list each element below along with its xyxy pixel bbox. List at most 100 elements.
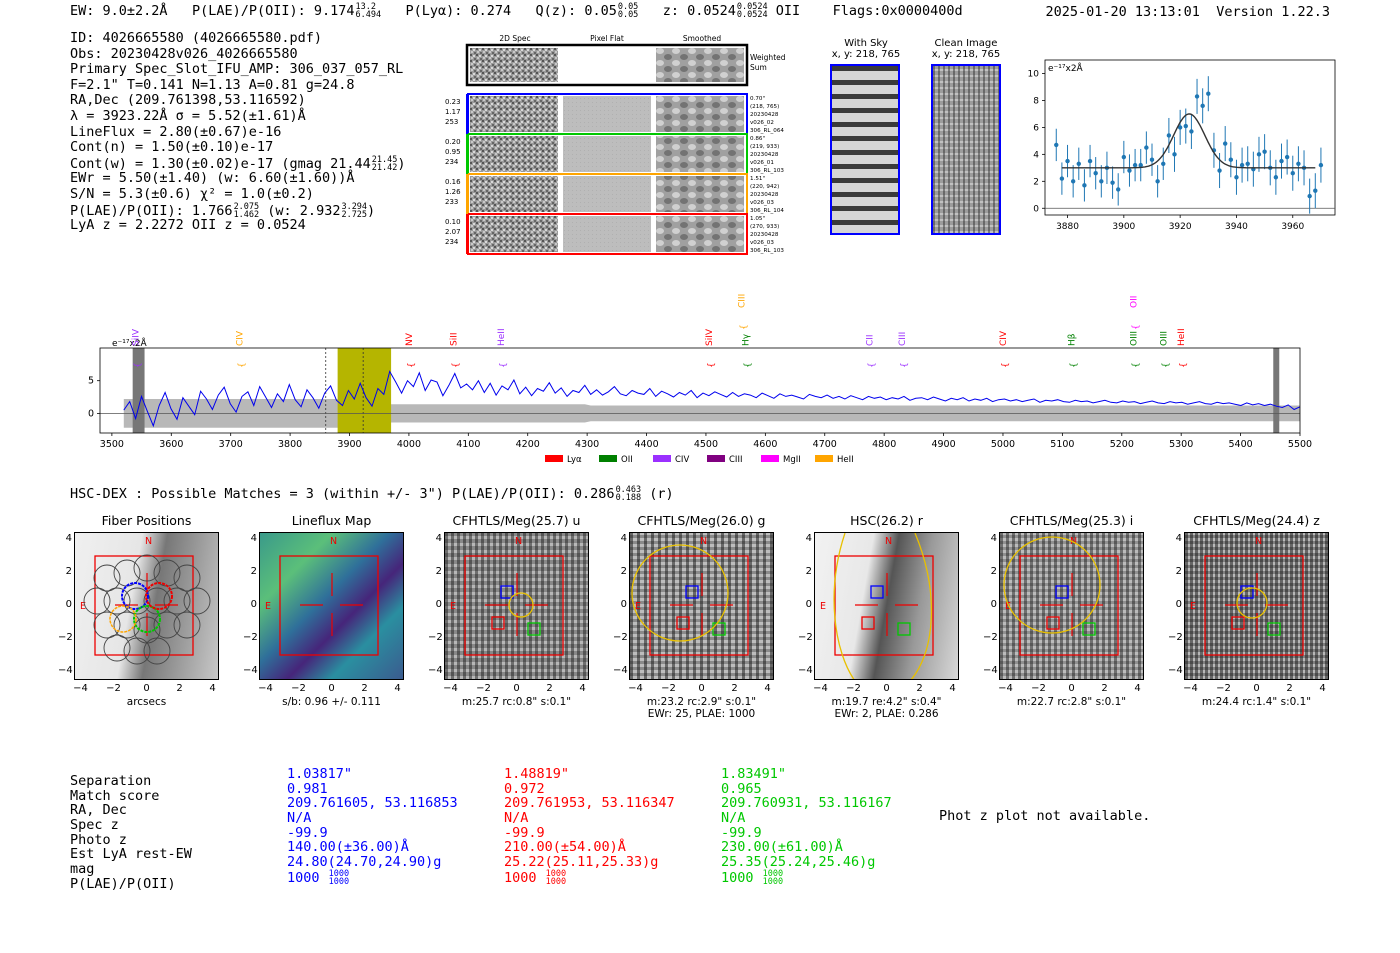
hsc-title: HSC-DEX : Possible Matches = 3 (within +… (70, 486, 615, 502)
match-box-red (676, 616, 690, 630)
compass-east: E (1005, 601, 1011, 612)
zoom-data-point (1166, 133, 1172, 138)
zoom-data-point (1144, 145, 1149, 150)
cutout-aperture-box (94, 555, 194, 656)
zoom-xtick-label: 3960 (1281, 222, 1304, 232)
header-plya: P(Lyα): 0.274 (405, 3, 512, 19)
hsc-band: (r) (649, 486, 674, 502)
stamp-right-text: 0.70" (750, 96, 765, 102)
cutout-ytick-label: −4 (1168, 665, 1183, 676)
zoom-ylabel: e⁻¹⁷x2Å (1048, 62, 1084, 74)
label-plae: P(LAE)/P(OII) (70, 875, 176, 892)
fiber-circle-red (145, 582, 173, 610)
match-box-red (861, 616, 875, 630)
spectrum-line-label: CIV (999, 330, 1009, 346)
with-sky-image (830, 64, 900, 235)
match2-ew: 210.00(±54.00)Å (504, 839, 626, 856)
info-plae-row: P(LAE)/P(OII): 1.766 2.075 1.462 (w: 2.932… (70, 202, 405, 219)
fiber-circle (133, 554, 161, 582)
cutout-title: CFHTLS/Meg(24.4) z (1193, 513, 1320, 528)
col-2d-label: 2D Spec (499, 34, 530, 43)
spectrum-xtick-label: 4600 (753, 439, 777, 450)
spectrum-line-label: SiII (449, 332, 459, 346)
cutout-xtick-label: 4 (1134, 683, 1141, 694)
stamp-smooth-1 (656, 136, 744, 172)
cutout-aperture-box (834, 555, 934, 656)
zoom-data-point (1177, 125, 1183, 130)
spectrum-line-brace: { (707, 362, 717, 368)
match3-score: 0.965 (721, 780, 762, 797)
stamp-flat-0 (563, 96, 651, 132)
spectrum-xtick-label: 5400 (1229, 439, 1253, 450)
match-labels: Separation Match score RA, Dec Spec z Ph… (70, 774, 192, 892)
zoom-data-point (1189, 129, 1194, 134)
spectrum-ylabel: e⁻¹⁷x2Å (112, 337, 148, 349)
header-plae: P(LAE)/P(OII): 9.174 (191, 3, 355, 19)
match2-sep: 1.48819" (504, 766, 570, 782)
match1-mag: 24.80(24.70,24.90)g (287, 854, 442, 871)
cutout-xtick-label: 2 (176, 683, 183, 694)
zoom-data-point (1290, 171, 1295, 176)
zoom-xtick-label: 3900 (1112, 222, 1135, 232)
cutout-aperture-box (464, 555, 564, 656)
cutout-ytick-label: 4 (620, 533, 627, 544)
zoom-data-point (1076, 161, 1081, 166)
spectrum-line-label: Hγ (742, 333, 752, 346)
cutout-caption-2: EWr: 25, PLAE: 1000 (647, 708, 756, 720)
cutout-xtick-label: 0 (143, 683, 150, 694)
spectrum-masked-region (132, 348, 145, 433)
hsc-lo: 0.188 (615, 493, 642, 503)
spec-stamps-svg: 2D Spec Pixel Flat Smoothed Weighted Sum… (445, 34, 786, 255)
zoom-ytick-label: 10 (1028, 69, 1040, 79)
zoom-data-point (1132, 162, 1138, 168)
match1-score: 0.981 (287, 780, 328, 797)
stamp-right-text: 0.86" (750, 136, 765, 142)
match-col-3: 1.83491" 0.965 209.760931, 53.116167 N/A… (721, 767, 892, 886)
stamp-smooth-0 (656, 96, 744, 132)
match1-sep: 1.03817" (287, 766, 353, 782)
zoom-data-point (1284, 154, 1290, 160)
cutout-xtick-label: 2 (731, 683, 738, 694)
match-box-red (1231, 616, 1245, 630)
zoom-ytick-label: 6 (1033, 123, 1039, 133)
zoom-ytick-label: 4 (1033, 150, 1039, 160)
cutout-xtick-label: 4 (949, 683, 956, 694)
header-timestamp: 2025-01-20 13:13:01 (1045, 4, 1200, 20)
cutout-xtick-label: 0 (1068, 683, 1075, 694)
match3-plae: 1000 (721, 869, 754, 886)
compass-north: N (330, 536, 337, 547)
stamp-left-text: 1.26 (445, 188, 461, 196)
cutout-panel: CFHTLS/Meg(24.4) z N E −4 −4 −2 −2 0 0 2 2 4 4 m:24.4… (1168, 510, 1339, 720)
cutout-xtick-label: 0 (1253, 683, 1260, 694)
stamp-left-text: 2.07 (445, 228, 461, 236)
label-ew: Est LyA rest-EW (70, 846, 192, 863)
aperture-ellipse (1003, 536, 1101, 634)
match-col-1: 1.03817" 0.981 209.761605, 53.116853 N/A… (287, 766, 458, 887)
stamp-right-text: 306_RL_103 (750, 168, 784, 174)
spectrum-highlight-band (337, 348, 392, 433)
zoom-data-point (1228, 157, 1234, 162)
fiber-circle (143, 637, 171, 665)
zoom-data-point (1200, 103, 1205, 109)
with-sky-title: With Sky x, y: 218, 765 (826, 38, 906, 60)
weighted-label-2: Sum (750, 63, 767, 72)
aperture-ellipse (508, 592, 534, 618)
zoom-data-point (1070, 179, 1076, 184)
stamp-right-text: 20230428 (750, 192, 779, 198)
cutout-xtick-label: −4 (73, 683, 88, 694)
zoom-data-point (1087, 158, 1093, 164)
cutout-caption: m:25.7 rc:0.8" s:0.1" (461, 696, 572, 708)
compass-east: E (635, 601, 641, 612)
info-contw-lo: 21.42 (371, 162, 398, 173)
cutout-ytick-label: −4 (613, 665, 628, 676)
match1-plae-row: 1000 1000 1000 (287, 870, 458, 887)
stamp-left-text: 234 (445, 238, 459, 246)
cutout-xtick-label: 0 (698, 683, 705, 694)
spectrum-line-label: CIII (898, 332, 908, 346)
aperture-ellipse (631, 544, 729, 642)
zoom-data-point (1194, 94, 1200, 99)
match-box-blue (500, 585, 514, 599)
zoom-ytick-label: 0 (1033, 204, 1039, 214)
